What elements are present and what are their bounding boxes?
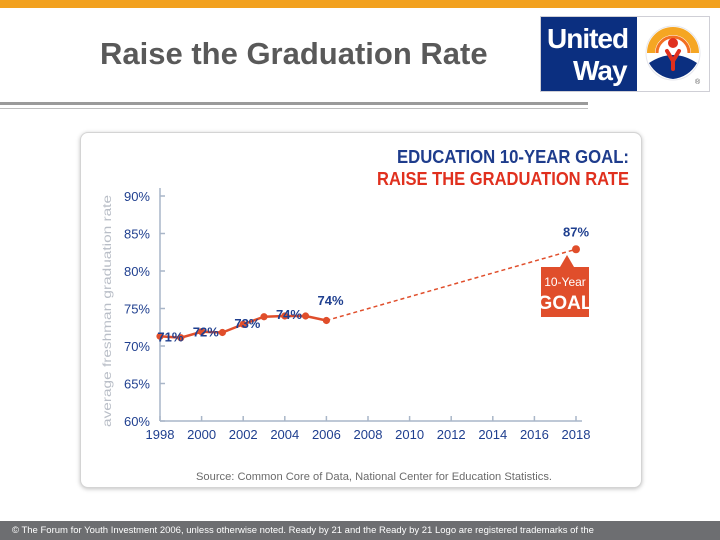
goal-callout-line-1: 10-Year — [544, 275, 586, 289]
y-tick-label: 90% — [124, 189, 150, 204]
data-label: 72% — [193, 324, 219, 339]
goal-trend-line — [326, 248, 577, 322]
data-label: 74% — [318, 293, 344, 308]
y-tick-label: 80% — [124, 264, 150, 279]
data-point — [302, 312, 310, 320]
y-tick-label: 75% — [124, 302, 150, 317]
goal-callout-pointer — [560, 255, 574, 267]
data-label: 71% — [157, 330, 183, 345]
x-tick-label: 2006 — [312, 427, 341, 442]
data-point — [156, 332, 164, 340]
x-tick-label: 2002 — [229, 427, 258, 442]
y-tick-label: 65% — [124, 377, 150, 392]
chart-source-note: Source: Common Core of Data, National Ce… — [196, 471, 552, 483]
x-tick-label: 2014 — [478, 427, 507, 442]
logo-wordmark: United Way — [541, 17, 637, 91]
chart-title-line-2: RAISE THE GRADUATION RATE — [377, 169, 629, 189]
chart-card: EDUCATION 10-YEAR GOAL: RAISE THE GRADUA… — [80, 132, 642, 488]
x-tick-label: 2004 — [270, 427, 299, 442]
slide-footer: © The Forum for Youth Investment 2006, u… — [0, 521, 720, 540]
united-way-hand-icon — [645, 25, 701, 81]
title-rule-thick — [0, 102, 588, 105]
data-point — [281, 312, 289, 320]
y-axis-label: average freshman graduation rate — [100, 195, 114, 427]
y-tick-label: 60% — [124, 414, 150, 429]
data-label: 87% — [563, 225, 589, 240]
data-point — [260, 313, 268, 321]
x-tick-label: 2016 — [520, 427, 549, 442]
data-label: 74% — [276, 307, 302, 322]
data-label: 73% — [234, 316, 260, 331]
logo-line-1: United — [547, 23, 629, 54]
title-rule-thin — [0, 108, 588, 109]
x-tick-label: 1998 — [146, 427, 175, 442]
x-tick-label: 2000 — [187, 427, 216, 442]
data-point — [198, 328, 206, 336]
united-way-logo: United Way ® — [540, 16, 710, 92]
x-tick-label: 2008 — [354, 427, 383, 442]
chart-title-line-1: EDUCATION 10-YEAR GOAL: — [397, 147, 629, 167]
y-tick-label: 70% — [124, 339, 150, 354]
logo-line-2: Way — [573, 55, 628, 86]
graduation-rate-chart: EDUCATION 10-YEAR GOAL: RAISE THE GRADUA… — [100, 147, 629, 483]
logo-registered-mark: ® — [695, 79, 701, 86]
goal-callout-line-2: GOAL — [538, 293, 593, 314]
x-tick-label: 2010 — [395, 427, 424, 442]
slide-title: Raise the Graduation Rate — [100, 36, 488, 71]
data-point — [218, 328, 226, 337]
goal-data-point — [572, 245, 580, 254]
y-tick-label: 85% — [124, 227, 150, 242]
top-accent-bar — [0, 0, 720, 8]
x-tick-label: 2018 — [562, 427, 591, 442]
data-point — [239, 320, 247, 328]
x-tick-label: 2012 — [437, 427, 466, 442]
goal-callout-box — [541, 267, 589, 317]
data-point — [177, 334, 185, 342]
